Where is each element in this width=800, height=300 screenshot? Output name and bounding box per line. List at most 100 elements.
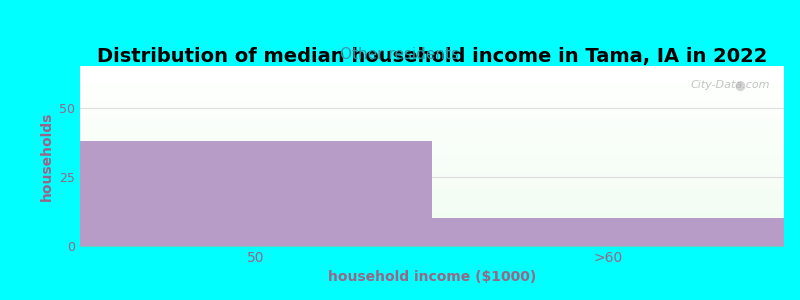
Bar <box>80 146 784 147</box>
Bar <box>80 181 784 182</box>
Bar <box>80 173 784 174</box>
Bar <box>80 194 784 195</box>
Bar <box>80 196 784 197</box>
Bar <box>80 221 784 222</box>
Bar <box>80 67 784 68</box>
Bar <box>80 178 784 179</box>
Bar <box>80 204 784 205</box>
Bar <box>80 101 784 102</box>
Bar <box>80 216 784 217</box>
Bar <box>80 205 784 206</box>
Bar <box>80 199 784 200</box>
Bar <box>80 172 784 173</box>
Bar <box>80 190 784 191</box>
Bar <box>80 128 784 129</box>
Bar <box>80 72 784 73</box>
Bar <box>80 158 784 159</box>
Bar <box>80 103 784 104</box>
Bar <box>80 105 784 106</box>
Bar <box>80 188 784 189</box>
Bar <box>80 163 784 164</box>
Bar <box>80 148 784 149</box>
Bar <box>80 75 784 76</box>
Bar <box>80 234 784 235</box>
Bar <box>80 239 784 240</box>
Bar <box>80 95 784 96</box>
Bar <box>80 133 784 134</box>
Bar <box>80 98 784 99</box>
Bar <box>80 140 784 141</box>
Bar <box>80 214 784 215</box>
Bar <box>80 235 784 236</box>
Bar <box>80 137 784 138</box>
Bar <box>80 183 784 184</box>
Bar <box>80 139 784 140</box>
Bar <box>80 165 784 166</box>
Bar <box>80 193 784 194</box>
Bar <box>80 109 784 110</box>
Title: Distribution of median household income in Tama, IA in 2022: Distribution of median household income … <box>97 47 767 66</box>
Bar <box>80 102 784 103</box>
Bar <box>80 120 784 121</box>
Bar <box>80 150 784 151</box>
Bar <box>80 145 784 146</box>
Bar <box>80 203 784 204</box>
Bar <box>80 225 784 226</box>
Bar <box>80 176 784 177</box>
Bar <box>80 141 432 246</box>
Bar <box>80 74 784 75</box>
Bar <box>80 97 784 98</box>
Bar <box>80 162 784 163</box>
Bar <box>80 219 784 220</box>
Bar <box>80 186 784 187</box>
Bar <box>80 223 784 224</box>
Bar <box>80 100 784 101</box>
Bar <box>80 152 784 153</box>
Bar <box>80 154 784 155</box>
Text: City-Data.com: City-Data.com <box>690 80 770 90</box>
Bar <box>80 114 784 115</box>
Bar <box>80 106 784 107</box>
Bar <box>80 200 784 201</box>
Bar <box>80 141 784 142</box>
X-axis label: household income ($1000): household income ($1000) <box>328 270 536 284</box>
Bar <box>80 135 784 136</box>
Bar <box>80 198 784 199</box>
Bar <box>80 118 784 119</box>
Bar <box>80 242 784 243</box>
Bar <box>80 116 784 117</box>
Bar <box>80 206 784 207</box>
Bar <box>80 144 784 145</box>
Bar <box>80 122 784 123</box>
Bar <box>80 201 784 202</box>
Bar <box>80 168 784 169</box>
Bar <box>80 130 784 131</box>
Bar <box>80 112 784 113</box>
Bar <box>80 192 784 193</box>
Bar <box>80 113 784 114</box>
Bar <box>80 174 784 175</box>
Y-axis label: households: households <box>39 111 54 201</box>
Bar <box>80 88 784 89</box>
Bar <box>80 170 784 171</box>
Bar <box>80 245 784 246</box>
Bar <box>80 90 784 91</box>
Bar <box>80 160 784 161</box>
Bar <box>80 209 784 210</box>
Bar <box>80 197 784 198</box>
Bar <box>80 92 784 93</box>
Bar <box>80 160 784 161</box>
Bar <box>80 129 784 130</box>
Bar <box>80 226 784 227</box>
Bar <box>80 191 784 192</box>
Bar <box>80 166 784 167</box>
Bar <box>80 171 784 172</box>
Bar <box>80 70 784 71</box>
Bar <box>80 110 784 111</box>
Bar <box>80 161 784 162</box>
Bar <box>80 244 784 245</box>
Bar <box>80 78 784 79</box>
Bar <box>80 182 784 183</box>
Bar <box>80 68 784 69</box>
Bar <box>80 169 784 170</box>
